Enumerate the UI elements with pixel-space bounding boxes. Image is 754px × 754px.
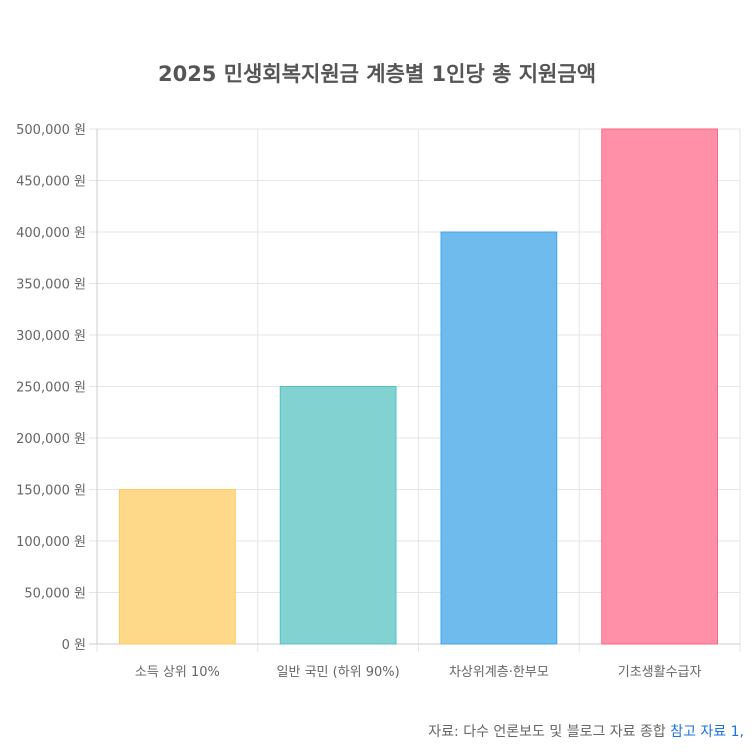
bars bbox=[119, 128, 718, 645]
x-tick-label: 차상위계층·한부모 bbox=[449, 665, 549, 680]
y-tick-label: 350,000 원 bbox=[16, 278, 86, 293]
y-tick-label: 250,000 원 bbox=[16, 381, 86, 396]
chart-title: 2025 민생회복지원금 계층별 1인당 총 지원금액 bbox=[157, 62, 597, 86]
bar[interactable] bbox=[601, 128, 718, 645]
y-tick-label: 150,000 원 bbox=[16, 484, 86, 499]
y-axis-ticks: 0 원 50,000 원 100,000 원 150,000 원 200,000 원 25… bbox=[16, 123, 86, 653]
bar[interactable] bbox=[119, 489, 236, 645]
x-axis-ticks: 소득 상위 10% 일반 국민 (하위 90%) 차상위계층·한부모 기초생활수급자 bbox=[135, 665, 702, 680]
y-tick-label: 0 원 bbox=[62, 638, 86, 653]
bar[interactable] bbox=[440, 231, 558, 645]
y-tick-label: 100,000 원 bbox=[16, 535, 86, 550]
source-note: 자료: 다수 언론보도 및 블로그 자료 종합 참고 자료 1, bbox=[428, 721, 744, 741]
x-tick-label: 일반 국민 (하위 90%) bbox=[277, 665, 400, 680]
bar-chart: 0 원 50,000 원 100,000 원 150,000 원 200,000 원 25… bbox=[16, 123, 741, 680]
y-tick-label: 300,000 원 bbox=[16, 329, 86, 344]
x-tick-label: 기초생활수급자 bbox=[618, 665, 702, 680]
y-tick-label: 200,000 원 bbox=[16, 432, 86, 447]
source-reference-link[interactable]: 참고 자료 1, bbox=[670, 724, 744, 740]
x-tick-label: 소득 상위 10% bbox=[135, 665, 220, 680]
y-tick-label: 400,000 원 bbox=[16, 226, 86, 241]
y-tick-label: 500,000 원 bbox=[16, 123, 86, 138]
y-tick-label: 50,000 원 bbox=[24, 587, 86, 602]
bar[interactable] bbox=[279, 386, 397, 645]
y-tick-label: 450,000 원 bbox=[16, 175, 86, 190]
source-text: 자료: 다수 언론보도 및 블로그 자료 종합 bbox=[428, 724, 666, 740]
